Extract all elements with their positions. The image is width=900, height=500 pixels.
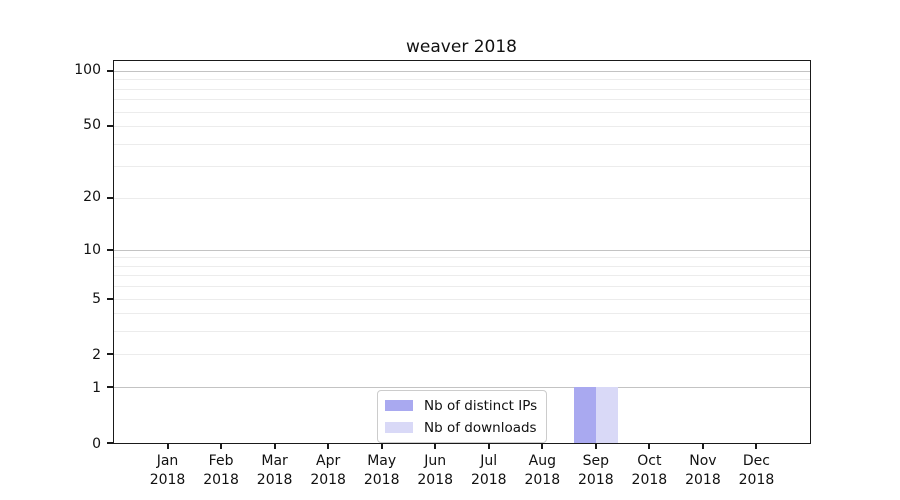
x-axis-tick	[701, 443, 704, 449]
y-axis-tick	[107, 69, 113, 72]
legend: Nb of distinct IPs Nb of downloads	[377, 390, 548, 443]
x-axis-tick	[380, 443, 383, 449]
x-axis-tick	[648, 443, 651, 449]
x-tick-label: Aug 2018	[524, 453, 561, 488]
x-axis-tick	[541, 443, 544, 449]
y-axis-tick	[107, 196, 113, 199]
legend-swatch	[385, 422, 413, 433]
x-axis-tick	[166, 443, 169, 449]
major-gridline	[114, 249, 810, 251]
x-tick-label: Jan 2018	[149, 453, 186, 488]
minor-gridline	[114, 286, 810, 288]
y-axis-tick	[107, 248, 113, 251]
minor-gridline	[114, 126, 810, 128]
y-tick-label: 0	[92, 436, 101, 452]
y-axis: 100 50 20 10 5 2 1 0	[0, 60, 101, 452]
y-axis-tick	[107, 125, 113, 128]
x-axis-tick	[273, 443, 276, 449]
x-tick-label: Nov 2018	[685, 453, 721, 488]
minor-gridline	[114, 88, 810, 90]
legend-label: Nb of downloads	[424, 419, 537, 436]
minor-gridline	[114, 275, 810, 277]
y-tick-label: 20	[83, 189, 101, 206]
chart-title: weaver 2018	[406, 37, 517, 57]
y-tick-label: 100	[74, 62, 101, 79]
minor-gridline	[114, 298, 810, 300]
x-tick-label: Jun 2018	[417, 453, 454, 488]
x-axis-tick	[434, 443, 437, 449]
x-tick-label: Dec 2018	[738, 453, 775, 488]
legend-entry: Nb of downloads	[385, 418, 537, 437]
minor-gridline	[114, 143, 810, 145]
y-axis-tick	[107, 442, 113, 444]
y-axis-tick	[107, 353, 113, 356]
major-gridline	[114, 387, 810, 389]
minor-gridline	[114, 197, 810, 199]
x-axis-tick	[327, 443, 330, 449]
major-gridline	[114, 70, 810, 72]
bar-nb-of-downloads	[595, 387, 618, 443]
minor-gridline	[114, 265, 810, 267]
minor-gridline	[114, 354, 810, 356]
legend-entry: Nb of distinct IPs	[385, 396, 537, 415]
x-tick-label: Oct 2018	[631, 453, 668, 488]
minor-gridline	[114, 99, 810, 101]
x-tick-label: Feb 2018	[203, 453, 239, 488]
y-axis-tick	[107, 297, 113, 300]
y-tick-label: 5	[92, 290, 101, 307]
y-tick-label: 2	[92, 346, 101, 363]
minor-gridline	[114, 313, 810, 315]
legend-label: Nb of distinct IPs	[424, 397, 538, 414]
x-tick-label: Apr 2018	[310, 453, 346, 488]
minor-gridline	[114, 166, 810, 168]
y-axis-tick	[107, 386, 113, 389]
y-tick-label: 10	[83, 241, 101, 258]
minor-gridline	[114, 111, 810, 113]
y-tick-label: 1	[92, 379, 101, 396]
x-tick-label: Jul 2018	[470, 453, 507, 488]
x-axis-tick	[487, 443, 490, 449]
y-tick-label: 50	[83, 117, 101, 134]
x-axis-tick	[755, 443, 758, 449]
legend-swatch	[385, 400, 413, 411]
plot-area: Nb of distinct IPs Nb of downloads Jan 20…	[107, 60, 811, 488]
x-tick-label: Sep 2018	[578, 453, 614, 488]
x-axis-tick	[220, 443, 223, 449]
x-tick-label: May 2018	[363, 453, 400, 488]
x-axis-tick	[594, 443, 597, 449]
x-tick-label: Mar 2018	[256, 453, 293, 488]
bar-nb-of-distinct-ips	[573, 387, 596, 443]
minor-gridline	[114, 79, 810, 81]
minor-gridline	[114, 257, 810, 259]
minor-gridline	[114, 331, 810, 333]
